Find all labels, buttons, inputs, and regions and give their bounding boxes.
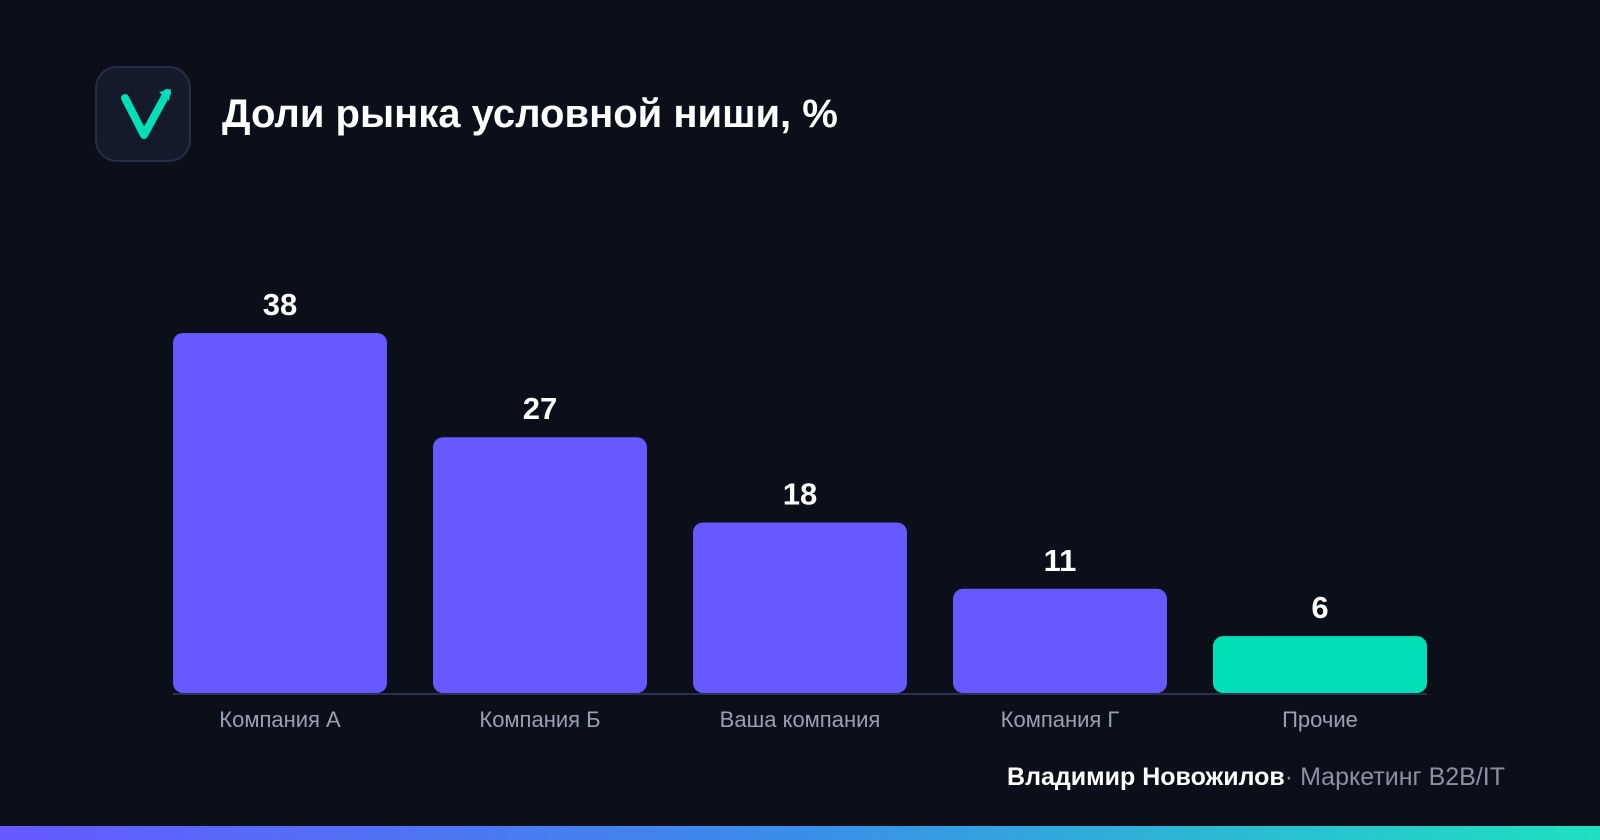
category-label: Компания А: [219, 707, 341, 732]
footer-separator: ·: [1284, 763, 1294, 791]
logo: [95, 66, 191, 162]
category-label: Компания Б: [479, 707, 600, 732]
bar-value-label: 11: [1044, 543, 1077, 578]
category-label: Ваша компания: [720, 707, 881, 732]
bar-1: [173, 333, 387, 693]
author-name: Владимир Новожилов: [1007, 763, 1285, 791]
bar-value-label: 18: [783, 476, 817, 511]
bar-2: [433, 437, 647, 693]
checkmark-arrow-icon: [121, 89, 171, 139]
gradient-bottom-bar: [0, 826, 1600, 840]
author-role: Маркетинг B2B/IT: [1300, 763, 1505, 791]
bar-4: [953, 588, 1167, 693]
bar-3: [693, 522, 907, 693]
category-label: Компания Г: [1001, 707, 1120, 732]
bar-value-label: 27: [523, 391, 557, 426]
bar-value-label: 38: [263, 287, 297, 322]
category-label: Прочие: [1282, 707, 1358, 732]
page-title: Доли рынка условной ниши, %: [222, 92, 838, 136]
bar-value-label: 6: [1311, 590, 1328, 625]
bar-5: [1213, 636, 1427, 693]
footer-signature: Владимир Новожилов· Маркетинг B2B/IT: [1007, 762, 1505, 792]
